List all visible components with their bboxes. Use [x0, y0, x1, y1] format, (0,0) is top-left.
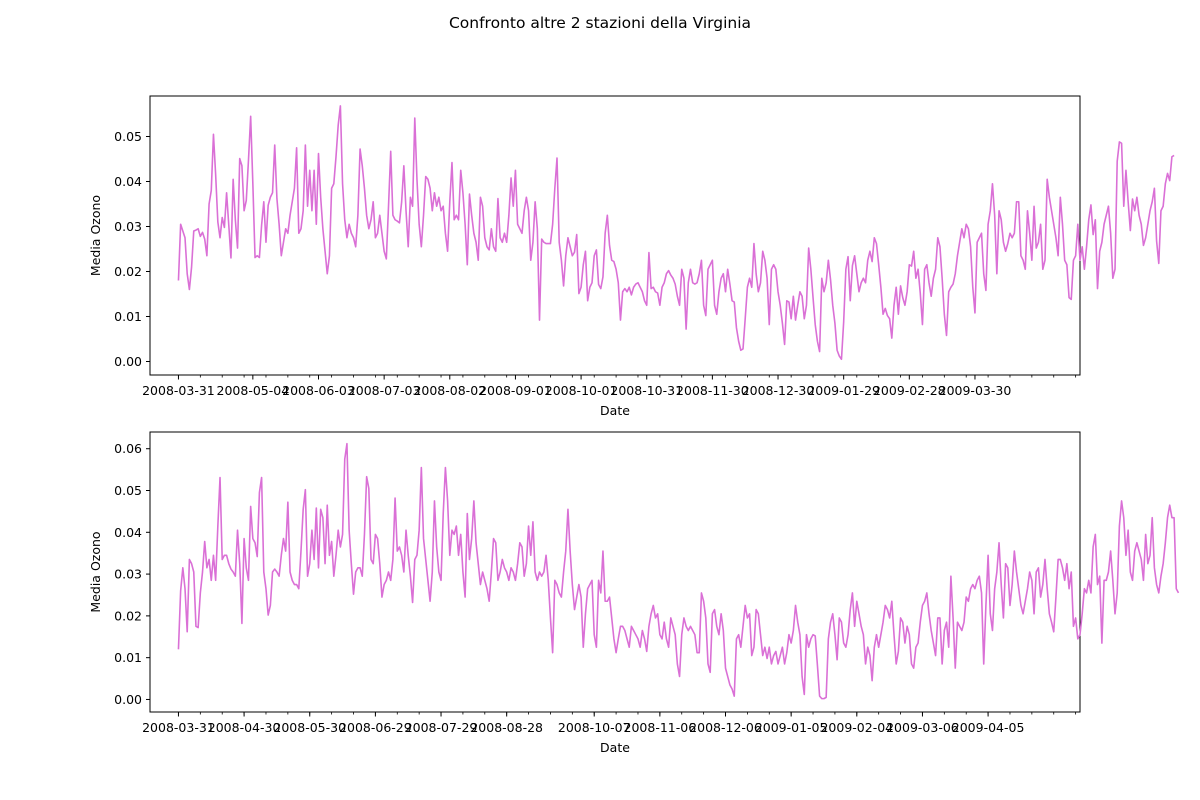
- axes-frame: [149, 431, 1081, 713]
- series-line: [177, 442, 1180, 700]
- y-axis-label: Media Ozono: [88, 195, 103, 276]
- chart-panel-bottom: 0.000.010.020.030.040.050.062008-03-3120…: [88, 431, 1180, 755]
- x-tick-label: 2009-02-28: [873, 383, 946, 398]
- x-tick-label: 2009-01-29: [807, 383, 880, 398]
- x-tick-label: 2008-06-03: [282, 383, 355, 398]
- y-tick-label: 0.01: [114, 650, 142, 665]
- x-tick-label: 2008-05-04: [217, 383, 290, 398]
- y-axis-label: Media Ozono: [88, 531, 103, 612]
- x-tick-label: 2008-07-03: [348, 383, 421, 398]
- y-tick-label: 0.02: [114, 264, 142, 279]
- x-tick-label: 2008-09-01: [479, 383, 552, 398]
- series-line: [177, 105, 1175, 361]
- x-tick-label: 2008-12-06: [689, 720, 762, 735]
- x-tick-label: 2008-03-31: [142, 720, 215, 735]
- y-tick-label: 0.02: [114, 608, 142, 623]
- x-tick-label: 2009-03-06: [886, 720, 959, 735]
- x-tick-label: 2008-07-29: [405, 720, 478, 735]
- x-tick-label: 2009-02-04: [820, 720, 893, 735]
- x-tick-label: 2008-11-30: [676, 383, 749, 398]
- x-tick-label: 2008-10-31: [610, 383, 683, 398]
- x-tick-label: 2009-03-30: [939, 383, 1012, 398]
- y-tick-label: 0.04: [114, 525, 142, 540]
- y-tick-label: 0.03: [114, 219, 142, 234]
- y-tick-label: 0.05: [114, 129, 142, 144]
- y-tick-label: 0.01: [114, 309, 142, 324]
- y-tick-label: 0.05: [114, 483, 142, 498]
- x-tick-label: 2008-08-02: [413, 383, 486, 398]
- y-tick-label: 0.06: [114, 441, 142, 456]
- x-tick-label: 2008-12-30: [742, 383, 815, 398]
- x-tick-label: 2009-01-05: [755, 720, 828, 735]
- x-tick-label: 2008-06-29: [339, 720, 412, 735]
- x-tick-label: 2008-10-01: [545, 383, 618, 398]
- x-axis-label: Date: [600, 740, 630, 755]
- x-tick-label: 2008-11-06: [624, 720, 697, 735]
- y-tick-label: 0.03: [114, 567, 142, 582]
- x-tick-label: 2008-05-30: [273, 720, 346, 735]
- axes-frame: [149, 95, 1081, 376]
- x-tick-label: 2008-10-07: [558, 720, 631, 735]
- x-tick-label: 2008-08-28: [470, 720, 543, 735]
- y-tick-label: 0.00: [114, 692, 142, 707]
- x-tick-label: 2008-03-31: [142, 383, 215, 398]
- y-tick-label: 0.00: [114, 354, 142, 369]
- y-tick-label: 0.04: [114, 174, 142, 189]
- x-tick-label: 2009-04-05: [952, 720, 1025, 735]
- figure-title: Confronto altre 2 stazioni della Virgini…: [448, 14, 752, 32]
- x-axis-label: Date: [600, 403, 630, 418]
- x-tick-label: 2008-04-30: [208, 720, 281, 735]
